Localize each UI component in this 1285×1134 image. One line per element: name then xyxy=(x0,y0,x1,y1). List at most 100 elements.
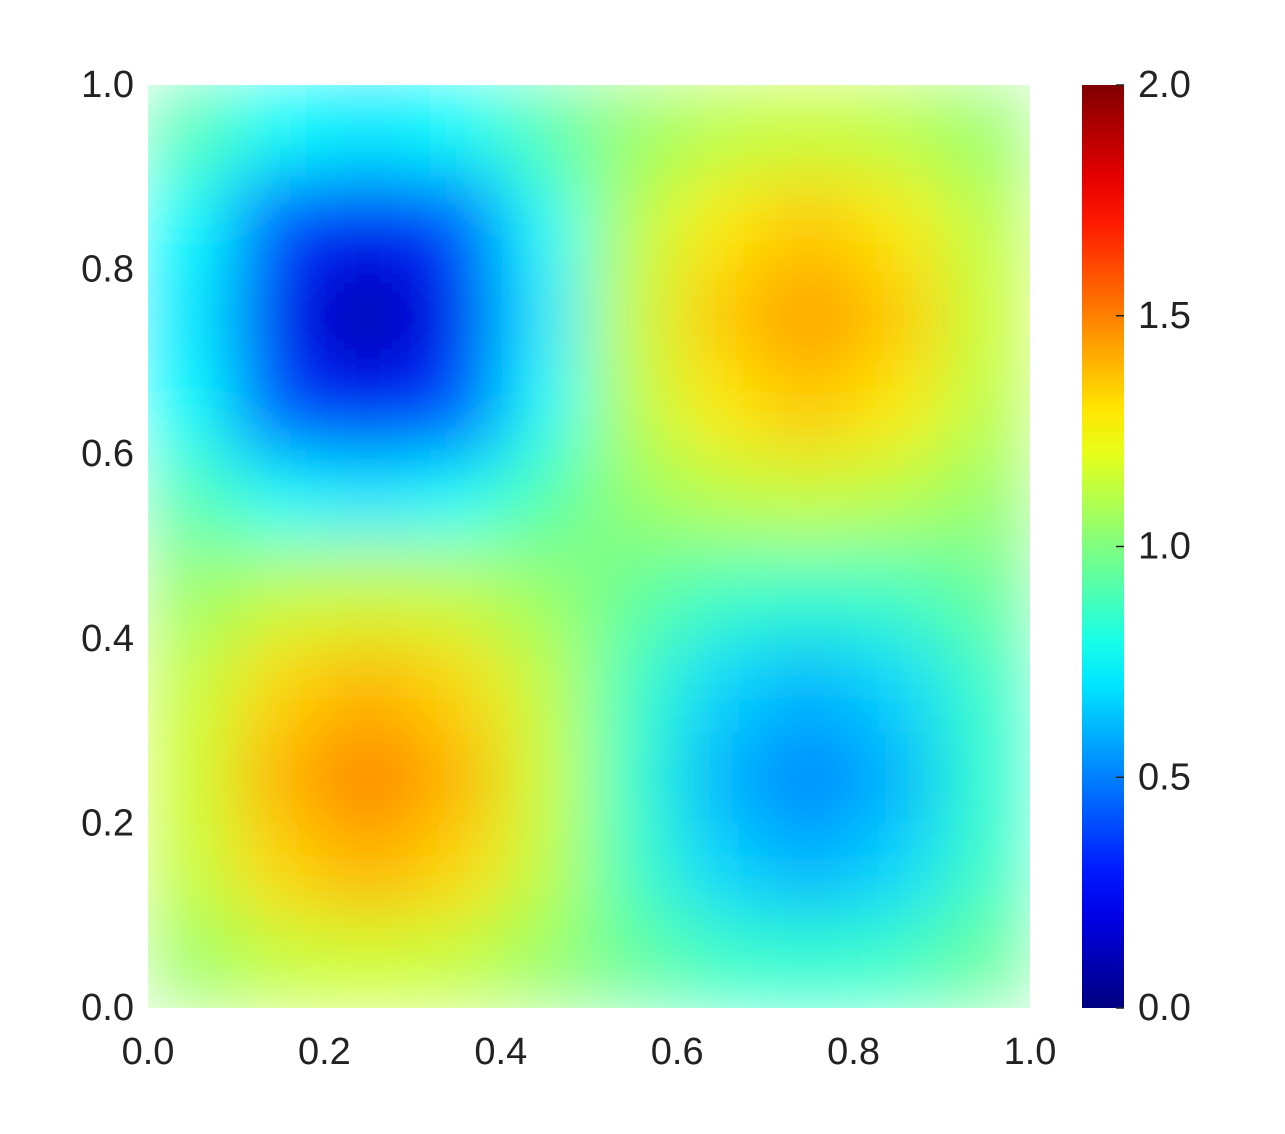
heatmap-cell xyxy=(941,361,1030,455)
heatmap-cell xyxy=(235,638,325,732)
heatmap-cell xyxy=(764,269,855,363)
heatmap-cell xyxy=(588,730,678,824)
colorbar-tick-label: 0.0 xyxy=(1138,987,1191,1029)
heatmap-cell xyxy=(235,176,325,271)
heatmap-cell xyxy=(676,915,766,1008)
heatmap-cell xyxy=(412,85,502,178)
heatmap-cell xyxy=(148,915,237,1008)
y-tick-label: 1.0 xyxy=(81,64,134,106)
heatmap-cell xyxy=(323,638,414,732)
heatmap-cell xyxy=(853,453,943,547)
heatmap-cell xyxy=(235,85,325,178)
heatmap-cell xyxy=(588,822,678,917)
heatmap-cell xyxy=(676,822,766,917)
heatmap-cell xyxy=(148,176,237,271)
heatmap-cells xyxy=(148,85,1030,1008)
heatmap-cell xyxy=(323,822,414,917)
heatmap-cell xyxy=(148,269,237,363)
heatmap-cell xyxy=(148,361,237,455)
heatmap-cell xyxy=(412,269,502,363)
heatmap-cell xyxy=(764,638,855,732)
heatmap-cell xyxy=(235,730,325,824)
heatmap-cell xyxy=(676,85,766,178)
colorbar-tick-label: 0.5 xyxy=(1138,756,1191,798)
heatmap-cell xyxy=(764,453,855,547)
heatmap-cell xyxy=(235,269,325,363)
heatmap-cell xyxy=(764,85,855,178)
heatmap-cell xyxy=(323,730,414,824)
heatmap-cell xyxy=(500,730,590,824)
heatmap-cell xyxy=(500,269,590,363)
heatmap-cell xyxy=(941,269,1030,363)
heatmap-cell xyxy=(853,546,943,640)
heatmap-cell xyxy=(235,915,325,1008)
heatmap-cell xyxy=(588,546,678,640)
heatmap-cell xyxy=(941,85,1030,178)
x-tick-label: 0.2 xyxy=(298,1031,351,1073)
heatmap-cell xyxy=(500,915,590,1008)
heatmap-cell xyxy=(412,176,502,271)
heatmap-cell xyxy=(412,361,502,455)
heatmap-cell xyxy=(412,546,502,640)
heatmap-cell xyxy=(500,85,590,178)
heatmap-cell xyxy=(323,85,414,178)
x-tick-label: 0.0 xyxy=(122,1031,175,1073)
heatmap-cell xyxy=(323,176,414,271)
heatmap-cell xyxy=(500,638,590,732)
heatmap-cell xyxy=(853,361,943,455)
heatmap-cell xyxy=(853,85,943,178)
heatmap-cell xyxy=(941,915,1030,1008)
heatmap-cell xyxy=(500,546,590,640)
heatmap-cell xyxy=(588,176,678,271)
heatmap-cell xyxy=(764,546,855,640)
heatmap-cell xyxy=(412,822,502,917)
x-tick-label: 0.6 xyxy=(651,1031,704,1073)
heatmap-cell xyxy=(764,361,855,455)
heatmap-cell xyxy=(941,638,1030,732)
y-tick-label: 0.0 xyxy=(81,987,134,1029)
heatmap-cell xyxy=(941,176,1030,271)
heatmap-cell xyxy=(500,453,590,547)
y-tick-label: 0.2 xyxy=(81,802,134,844)
heatmap-cell xyxy=(764,176,855,271)
heatmap-cell xyxy=(323,453,414,547)
heatmap-cell xyxy=(148,638,237,732)
heatmap-cell xyxy=(588,638,678,732)
x-tick-label: 0.4 xyxy=(474,1031,527,1073)
heatmap-cell xyxy=(764,915,855,1008)
heatmap-cell xyxy=(853,176,943,271)
heatmap-cell xyxy=(235,822,325,917)
heatmap-cell xyxy=(412,638,502,732)
heatmap-cell xyxy=(500,176,590,271)
heatmap-cell xyxy=(500,361,590,455)
heatmap-cell xyxy=(235,453,325,547)
colorbar-tick-label: 1.0 xyxy=(1138,526,1191,568)
heatmap-cell xyxy=(853,822,943,917)
heatmap-cell xyxy=(588,361,678,455)
heatmap-cell xyxy=(588,85,678,178)
heatmap-cell xyxy=(412,915,502,1008)
heatmap-cell xyxy=(588,453,678,547)
y-tick-label: 0.8 xyxy=(81,249,134,291)
heatmap-cell xyxy=(676,269,766,363)
heatmap-cell xyxy=(412,730,502,824)
x-tick-label: 0.8 xyxy=(827,1031,880,1073)
y-tick-label: 0.4 xyxy=(81,618,134,660)
heatmap-cell xyxy=(853,638,943,732)
heatmap-cell xyxy=(412,453,502,547)
heatmap-cell xyxy=(323,546,414,640)
heatmap-area xyxy=(148,85,1030,1008)
heatmap-cell xyxy=(148,546,237,640)
heatmap-cell xyxy=(235,546,325,640)
heatmap-cell xyxy=(853,269,943,363)
heatmap-cell xyxy=(853,730,943,824)
heatmap-cell xyxy=(941,730,1030,824)
colorbar-tick-label: 1.5 xyxy=(1138,295,1191,337)
heatmap-cell xyxy=(323,269,414,363)
heatmap-cell xyxy=(500,822,590,917)
heatmap-cell xyxy=(148,85,237,178)
heatmap-cell xyxy=(676,361,766,455)
heatmap-cell xyxy=(853,915,943,1008)
heatmap-cell xyxy=(148,730,237,824)
